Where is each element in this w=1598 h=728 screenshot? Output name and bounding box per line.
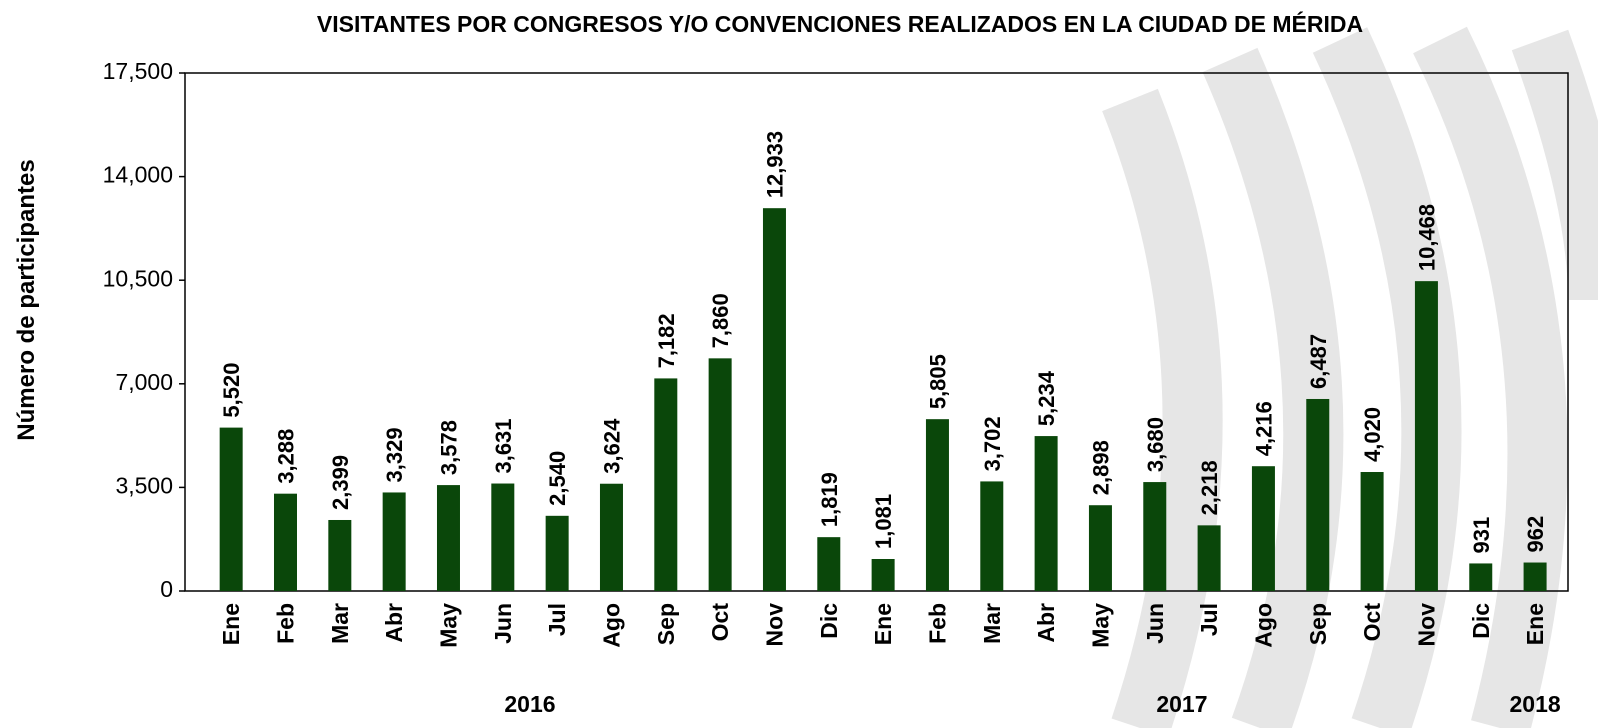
value-label: 2,898: [1088, 440, 1113, 495]
bar: [871, 559, 895, 591]
value-label: 3,329: [382, 427, 407, 482]
x-tick-label: Ago: [1250, 603, 1276, 648]
value-label: 931: [1469, 517, 1494, 554]
value-label: 5,805: [925, 354, 950, 409]
x-tick-label: Sep: [1305, 603, 1331, 645]
bar: [219, 427, 243, 591]
year-label: 2017: [1156, 691, 1207, 717]
y-axis-label: Número de participantes: [13, 159, 40, 440]
bar: [1197, 525, 1221, 591]
x-tick-label: Jul: [544, 603, 570, 636]
value-label: 1,819: [817, 472, 842, 527]
value-label: 2,399: [328, 455, 353, 510]
bar: [817, 537, 841, 591]
value-label: 3,578: [436, 420, 461, 475]
value-label: 6,487: [1306, 334, 1331, 389]
bar: [599, 483, 623, 591]
bar: [762, 208, 786, 591]
x-tick-label: Ene: [870, 603, 896, 645]
bar: [1306, 398, 1330, 591]
y-tick-label: 10,500: [103, 265, 173, 291]
x-tick-label: Dic: [816, 603, 842, 639]
bar: [1251, 466, 1275, 591]
bar: [382, 492, 406, 591]
x-tick-label: Oct: [1359, 603, 1385, 642]
x-tick-label: Jun: [1142, 603, 1168, 644]
chart-title: VISITANTES POR CONGRESOS Y/O CONVENCIONE…: [317, 10, 1363, 37]
value-label: 2,540: [545, 451, 570, 506]
x-tick-label: Ene: [1522, 603, 1548, 645]
y-tick-label: 14,000: [103, 162, 173, 188]
x-tick-label: Nov: [1413, 603, 1439, 647]
value-label: 3,680: [1143, 417, 1168, 472]
x-tick-label: Dic: [1468, 603, 1494, 639]
x-tick-label: Jul: [1196, 603, 1222, 636]
y-tick-label: 3,500: [115, 472, 173, 498]
year-label: 2018: [1509, 691, 1560, 717]
bar: [328, 519, 352, 591]
y-tick-label: 17,500: [103, 58, 173, 84]
value-label: 10,468: [1414, 204, 1439, 271]
x-tick-label: Ene: [218, 603, 244, 645]
bar: [925, 419, 949, 591]
bar: [1523, 562, 1547, 591]
x-tick-label: Feb: [272, 603, 298, 644]
x-tick-label: Oct: [707, 603, 733, 642]
bar: [1088, 505, 1112, 591]
value-label: 3,702: [980, 416, 1005, 471]
x-tick-label: Sep: [653, 603, 679, 645]
value-label: 7,860: [708, 293, 733, 348]
bar: [545, 515, 569, 591]
y-tick-label: 7,000: [115, 369, 173, 395]
value-label: 12,933: [762, 131, 787, 198]
year-label: 2016: [504, 691, 555, 717]
x-tick-label: Mar: [327, 603, 353, 644]
bar: [1414, 281, 1438, 591]
bar: [273, 493, 297, 591]
x-tick-label: Feb: [924, 603, 950, 644]
bar: [491, 483, 515, 591]
bar: [1360, 472, 1384, 591]
y-tick-label: 0: [160, 576, 173, 602]
x-tick-label: Abr: [1033, 603, 1059, 643]
x-tick-label: Nov: [761, 603, 787, 647]
x-tick-label: May: [435, 603, 461, 648]
value-label: 3,288: [273, 429, 298, 484]
value-label: 4,020: [1360, 407, 1385, 462]
x-tick-label: May: [1087, 603, 1113, 648]
value-label: 962: [1523, 516, 1548, 553]
x-tick-label: Abr: [381, 603, 407, 643]
value-label: 7,182: [654, 313, 679, 368]
bar: [708, 358, 732, 591]
x-tick-label: Mar: [979, 603, 1005, 644]
bar: [1143, 482, 1167, 591]
x-tick-label: Ago: [598, 603, 624, 648]
bar: [1469, 563, 1493, 591]
value-label: 1,081: [871, 494, 896, 549]
bar: [980, 481, 1004, 591]
x-tick-label: Jun: [490, 603, 516, 644]
bar: [654, 378, 678, 591]
value-label: 5,234: [1034, 370, 1059, 426]
value-label: 5,520: [219, 363, 244, 418]
value-label: 4,216: [1251, 401, 1276, 456]
value-label: 3,631: [491, 418, 516, 473]
bar: [1034, 436, 1058, 591]
value-label: 3,624: [599, 418, 624, 474]
value-label: 2,218: [1197, 460, 1222, 515]
bar: [436, 485, 460, 591]
